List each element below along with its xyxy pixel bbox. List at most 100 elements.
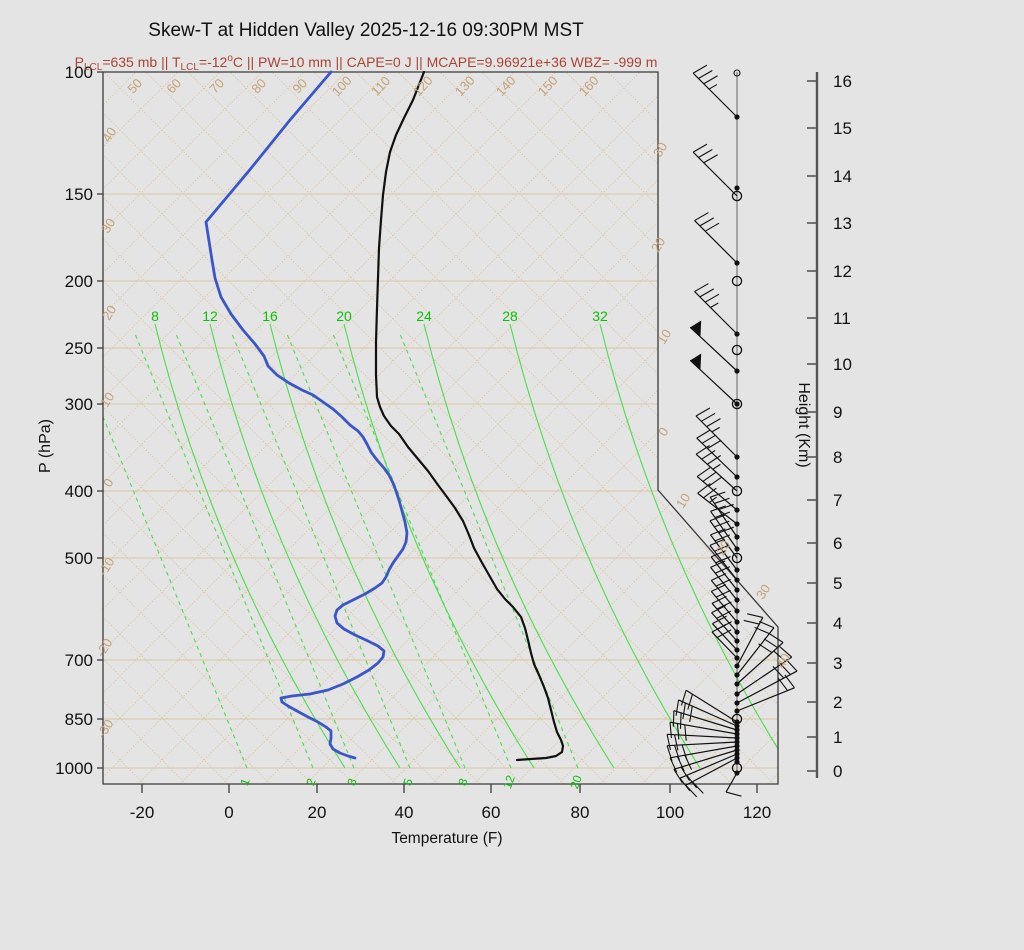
pressure-axis-title: P (hPa) (37, 419, 54, 473)
isotherm-label: -30 (94, 717, 117, 741)
subtitle-part: o (227, 53, 233, 64)
temperature-axis-title: Temperature (F) (391, 830, 502, 847)
pressure-axis: 100 150 200 250 300 400 500 700 850 1000 P (hPa) (37, 63, 103, 778)
wind-barb-column (666, 64, 798, 798)
height-tick-label: 14 (833, 167, 852, 186)
height-tick-label: 11 (833, 309, 851, 328)
pressure-tick-label: 700 (65, 651, 93, 670)
pressure-tick-label: 200 (65, 272, 93, 291)
mixing-ratio-label: 20 (567, 773, 585, 791)
height-tick-label: 8 (833, 448, 842, 467)
isotherm-label: 90 (289, 76, 310, 97)
height-tick-label: 3 (833, 654, 842, 673)
height-tick-label: 12 (833, 262, 852, 281)
pressure-tick-label: 850 (65, 710, 93, 729)
isotherm-lines (103, 72, 778, 784)
pressure-tick-label: 100 (65, 63, 93, 82)
isotherm-label: 10 (654, 327, 674, 347)
height-tick-label: 0 (833, 762, 842, 781)
isotherm-label: 10 (97, 390, 117, 410)
height-tick-label: 2 (833, 693, 842, 712)
isotherm-label: 30 (753, 582, 773, 602)
pressure-tick-label: 1000 (55, 759, 93, 778)
dry-adiabat-lines (103, 72, 778, 784)
mixing-ratio-label: 12 (500, 773, 518, 791)
pressure-tick-label: 150 (65, 185, 93, 204)
isotherm-label: 30 (650, 140, 670, 160)
isotherm-label: 20 (713, 538, 733, 558)
height-tick-label: 7 (833, 491, 842, 510)
moist-adiabat-label: 12 (202, 308, 218, 324)
skewt-grid (103, 72, 778, 784)
height-tick-label: 5 (833, 574, 842, 593)
chart-subtitle: PLCL=635 mb || TLCL=-12oC || PW=10 mm ||… (0, 53, 732, 73)
subtitle-part: =-12 (198, 54, 228, 70)
height-tick-label: 13 (833, 214, 852, 233)
isotherm-label: 100 (329, 73, 355, 99)
temperature-tick-label: 80 (571, 803, 590, 822)
isotherm-label: 30 (98, 216, 118, 236)
mixing-ratio-label: 3 (344, 776, 360, 787)
subtitle-part: LCL (83, 62, 103, 73)
isotherm-label: 20 (99, 303, 119, 323)
pressure-tick-label: 500 (65, 549, 93, 568)
temperature-axis: -20 0 20 40 60 80 100 120 Temperature (F) (130, 784, 771, 847)
isotherm-label: 60 (163, 76, 184, 97)
isotherm-label: 160 (576, 73, 602, 99)
moist-adiabat-label: 20 (336, 308, 352, 324)
height-tick-label: 16 (833, 72, 852, 91)
moist-adiabat-lines (154, 323, 778, 769)
height-tick-label: 9 (833, 403, 842, 422)
temperature-tick-label: 0 (224, 803, 233, 822)
temperature-tick-label: 120 (743, 803, 771, 822)
height-axis-title: Height (Km) (795, 382, 812, 467)
subtitle-part: =635 mb || T (102, 54, 181, 70)
mixing-ratio-label: 1 (237, 776, 253, 787)
pressure-tick-label: 400 (65, 482, 93, 501)
height-tick-label: 4 (833, 614, 842, 633)
moist-adiabat-label: 8 (151, 308, 159, 324)
subtitle-part: C || PW=10 mm || CAPE=0 J || MCAPE=9.969… (232, 54, 658, 70)
isotherm-label: 130 (452, 73, 478, 99)
mixing-ratio-label: 2 (303, 776, 319, 787)
isotherm-label: 50 (124, 76, 145, 97)
isotherm-label: 20 (648, 235, 668, 255)
isotherm-label: 120 (410, 73, 436, 99)
isotherm-label: 10 (673, 491, 693, 511)
moist-adiabat-label: 24 (416, 308, 432, 324)
isotherm-label: -20 (93, 636, 116, 660)
height-tick-label: 15 (833, 119, 852, 138)
isotherm-labels: 50 60 70 80 90 100 110 120 130 140 150 160403020100… (93, 73, 794, 741)
mixing-ratio-lines (103, 334, 579, 769)
height-tick-label: 10 (833, 355, 852, 374)
isotherm-label: 40 (773, 651, 793, 671)
chart-title: Skew-T at Hidden Valley 2025-12-16 09:30… (148, 20, 584, 41)
subtitle-part: LCL (180, 62, 199, 73)
moist-adiabat-label: 28 (502, 308, 518, 324)
temperature-tick-label: 100 (656, 803, 684, 822)
mixing-ratio-labels: 1 2 3 5 8 12 20 (237, 773, 585, 791)
height-tick-label: 1 (833, 728, 842, 747)
subtitle-part: P (74, 54, 84, 70)
height-tick-label: 6 (833, 534, 842, 553)
pressure-tick-label: 300 (65, 395, 93, 414)
moist-adiabat-labels: 8 12 16 20 24 28 32 (151, 308, 608, 324)
temperature-tick-label: 40 (395, 803, 414, 822)
moist-adiabat-label: 32 (592, 308, 608, 324)
isotherm-label: 40 (99, 125, 119, 145)
isotherm-label: 150 (535, 73, 561, 99)
isotherm-label: 140 (493, 73, 519, 99)
dewpoint-trace (204, 70, 409, 760)
plot-border (102, 71, 779, 785)
temperature-trace (374, 70, 565, 762)
pressure-tick-label: 250 (65, 339, 93, 358)
moist-adiabat-label: 16 (262, 308, 278, 324)
temperature-tick-label: -20 (130, 803, 155, 822)
temperature-tick-label: 60 (482, 803, 501, 822)
mixing-ratio-label: 8 (455, 776, 471, 787)
temperature-tick-label: 20 (308, 803, 327, 822)
isotherm-label: 110 (368, 73, 393, 98)
